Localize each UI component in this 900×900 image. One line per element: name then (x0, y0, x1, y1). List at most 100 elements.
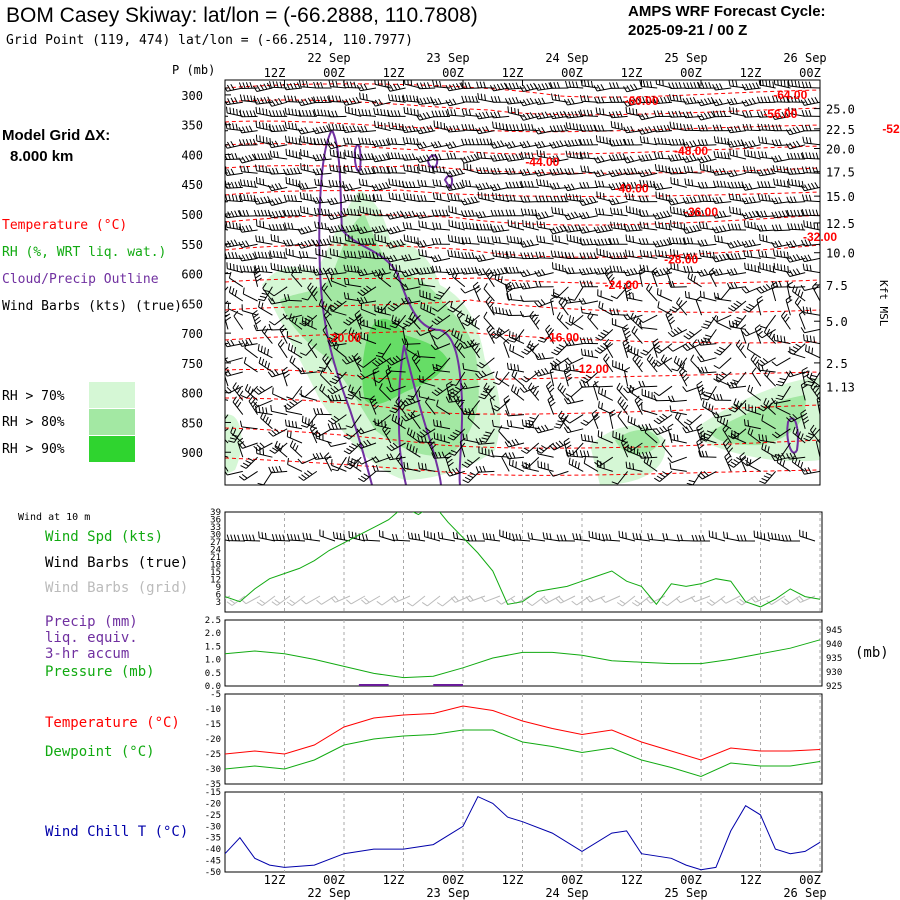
wind-barb (632, 353, 644, 373)
wind-barb (476, 235, 495, 245)
wind-barb (431, 110, 451, 118)
wind-barb (358, 250, 377, 259)
isotherm-label: -40.00 (615, 181, 649, 195)
y-tick-label: 0.5 (205, 669, 221, 679)
wind-barb (596, 191, 613, 203)
wind-barb (327, 197, 347, 206)
pressure-tick-label: 450 (181, 178, 203, 192)
y-tick-label: 33 (210, 523, 221, 533)
wind-barb (743, 419, 761, 430)
wind-barb (297, 225, 317, 235)
wind-barb (611, 471, 628, 485)
wind-barb (801, 166, 820, 174)
wind-barb (509, 344, 525, 359)
wind-barb (726, 282, 747, 290)
grid-point-subtitle: Grid Point (119, 474) lat/lon = (-66.251… (6, 33, 413, 48)
wind-barb (258, 531, 276, 542)
wind-barb (492, 121, 510, 132)
wind-barb (623, 181, 643, 190)
wind-barb (568, 286, 584, 301)
wind-barb (401, 210, 421, 219)
wind-barb (297, 456, 318, 465)
wind-barb (406, 595, 426, 607)
wind-barb (251, 310, 262, 330)
wind-barb (418, 462, 436, 472)
wind-barb (555, 595, 576, 604)
wind-barb (402, 324, 409, 344)
wind-barb (329, 371, 347, 385)
wind-barb (716, 414, 732, 430)
wind-barb (225, 97, 243, 106)
wind-barb (798, 310, 806, 330)
wind-barb (669, 94, 687, 103)
wind-barb (644, 426, 658, 444)
wind-barb (283, 265, 303, 274)
wind-barb (472, 281, 482, 302)
pressure-tick-label: 850 (181, 416, 203, 430)
wind-barb (327, 110, 347, 118)
wind-barb (348, 327, 362, 344)
wind-barb (556, 534, 576, 542)
wind-barb (608, 110, 628, 119)
wind-barb (787, 223, 806, 231)
wind-barb (283, 209, 303, 217)
wind-barb (786, 281, 793, 302)
wind-barb (271, 595, 291, 606)
wind-barb (617, 396, 629, 415)
wind-barb (279, 324, 288, 344)
wind-barb (803, 334, 820, 345)
y-tick-label: -15 (205, 788, 221, 798)
wind-barb (418, 164, 436, 174)
wind-barb (239, 265, 258, 274)
precip-panel-frame (224, 619, 823, 687)
bottom-date-label: 26 Sep (783, 886, 826, 900)
wind-barb (267, 297, 288, 305)
kft-tick-label: 2.5 (826, 357, 848, 371)
wind-barb (357, 285, 377, 297)
wind-barb (550, 295, 557, 316)
wind-barb (601, 533, 621, 542)
wind-barb (496, 595, 516, 605)
wind-barb (596, 460, 613, 472)
wind-barb (395, 396, 407, 415)
wind-barb (312, 238, 332, 247)
wind-barb (526, 595, 546, 607)
wind-barb (316, 595, 336, 605)
wind-barb (505, 281, 513, 302)
wind-barb (535, 442, 554, 454)
wind-barb (697, 111, 717, 121)
wind-barb (616, 382, 628, 401)
wind-barb (447, 234, 465, 245)
wind-barb (682, 425, 702, 434)
wind-barb (240, 385, 258, 399)
wind-barb (726, 139, 747, 148)
wind-barb (465, 595, 486, 602)
wind-barb (431, 385, 451, 397)
y-tick-label: 925 (826, 682, 842, 692)
wind-barb (418, 220, 436, 231)
wind-barb (604, 267, 615, 288)
wind-barb (359, 390, 377, 401)
wind-barb (593, 267, 613, 275)
wind-barb (415, 125, 436, 135)
wind-barb (534, 111, 554, 120)
wind-barb (313, 108, 332, 117)
wind-barb (257, 286, 273, 302)
wind-barb (255, 235, 273, 245)
wind-barb (313, 408, 332, 416)
wind-barb (799, 529, 816, 542)
kft-tick-label: 10.0 (826, 247, 855, 261)
wind-barb (475, 111, 495, 120)
legend-cloud-outline: Cloud/Precip Outline (2, 272, 159, 287)
kft-tick-label: 25.0 (826, 103, 855, 117)
wind-barb (423, 530, 441, 542)
wind-barb (417, 179, 436, 188)
wind-barb (646, 353, 658, 373)
wind-barb (329, 248, 347, 259)
wind-barb (401, 283, 421, 291)
wind-barb (432, 165, 451, 174)
pressure-tick-label: 550 (181, 238, 203, 252)
wind-barb (785, 254, 806, 263)
wind-barb (771, 210, 791, 219)
